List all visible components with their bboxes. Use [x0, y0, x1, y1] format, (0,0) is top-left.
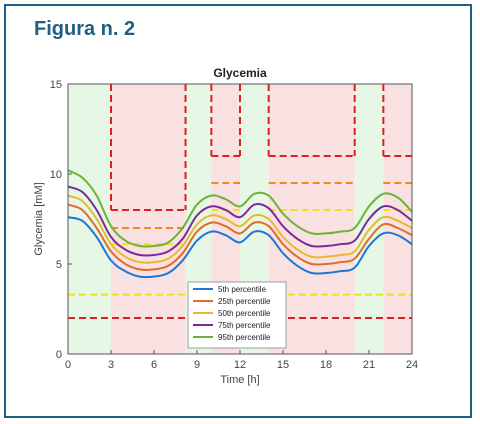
band-7 — [383, 84, 412, 354]
series-line-4 — [67, 169, 413, 248]
legend-label-4: 95th percentile — [218, 333, 271, 342]
x-tick-label-6: 18 — [320, 359, 332, 371]
figure-label: Figura n. 2 — [34, 18, 136, 40]
series-line-1 — [67, 203, 413, 271]
y-axis-label: Glycemia [mM] — [33, 182, 45, 255]
series-line-0 — [67, 216, 413, 279]
legend-label-1: 25th percentile — [218, 297, 271, 306]
x-tick-label-4: 12 — [234, 359, 246, 371]
y-tick-label-2: 10 — [50, 169, 62, 181]
x-tick-label-8: 24 — [406, 359, 418, 371]
threshold-lines — [68, 84, 412, 319]
y-tick-label-1: 5 — [56, 259, 62, 271]
chart-title: Glycemia — [213, 66, 267, 80]
series-lines — [67, 169, 413, 279]
x-tick-label-7: 21 — [363, 359, 375, 371]
legend-label-0: 5th percentile — [218, 285, 267, 294]
x-tick-label-5: 15 — [277, 359, 289, 371]
series-line-3 — [67, 185, 413, 257]
x-tick-label-2: 6 — [151, 359, 157, 371]
axes: 0 3 6 9 12 15 18 21 24 0 5 10 15 — [50, 79, 418, 371]
x-tick-label-0: 0 — [65, 359, 71, 371]
series-line-2 — [67, 194, 413, 264]
legend: 5th percentile 25th percentile 50th percen… — [187, 281, 287, 349]
x-axis-label: Time [h] — [220, 374, 259, 386]
y-tick-label-0: 0 — [56, 349, 62, 361]
x-tick-label-1: 3 — [108, 359, 114, 371]
x-tick-label-3: 9 — [194, 359, 200, 371]
y-tick-label-3: 15 — [50, 79, 62, 91]
legend-label-3: 75th percentile — [218, 321, 271, 330]
legend-label-2: 50th percentile — [218, 309, 271, 318]
band-1 — [111, 84, 186, 354]
